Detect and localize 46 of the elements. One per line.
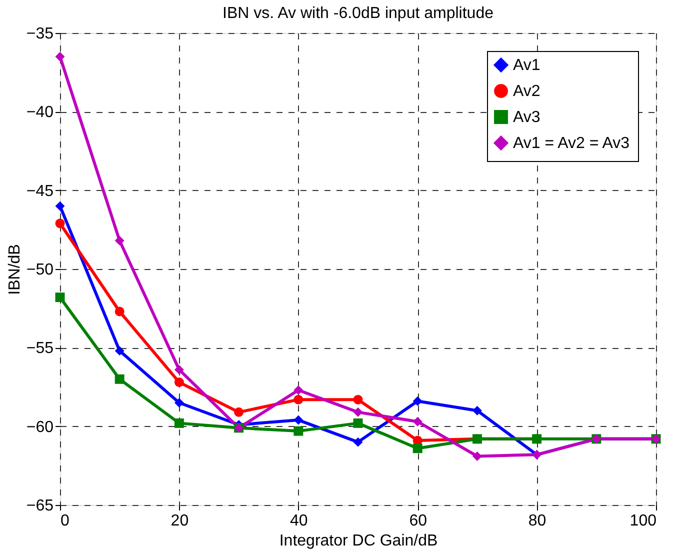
point bbox=[294, 385, 304, 395]
point bbox=[174, 364, 184, 374]
y-tick-label: −45 bbox=[26, 182, 54, 200]
point bbox=[55, 52, 65, 62]
x-tick-label: 20 bbox=[170, 512, 189, 530]
point bbox=[472, 451, 482, 461]
legend-label: Av2 bbox=[513, 83, 540, 100]
point bbox=[353, 407, 363, 417]
x-tick-label: 0 bbox=[60, 512, 70, 530]
chart-title: IBN vs. Av with -6.0dB input amplitude bbox=[222, 5, 494, 22]
point bbox=[353, 394, 363, 404]
x-axis-title: Integrator DC Gain/dB bbox=[279, 532, 438, 550]
y-axis-title: IBN/dB bbox=[6, 244, 24, 295]
point bbox=[114, 306, 124, 316]
point bbox=[55, 292, 65, 302]
legend-label: Av3 bbox=[513, 109, 540, 126]
point bbox=[114, 374, 124, 384]
y-tick-label: −55 bbox=[26, 340, 54, 358]
point bbox=[412, 444, 422, 454]
legend-label: Av1 = Av2 = Av3 bbox=[513, 135, 630, 152]
x-tick-label: 60 bbox=[409, 512, 428, 530]
point bbox=[294, 394, 304, 404]
point bbox=[55, 218, 65, 228]
legend-label: Av1 bbox=[513, 57, 540, 74]
point bbox=[174, 378, 184, 388]
y-tick-label: −35 bbox=[26, 26, 54, 42]
point bbox=[174, 418, 184, 428]
point bbox=[234, 407, 244, 417]
point bbox=[412, 396, 422, 406]
y-tick-label: −50 bbox=[26, 262, 54, 278]
point bbox=[472, 406, 482, 416]
y-tick-label: −65 bbox=[26, 498, 54, 514]
point bbox=[353, 418, 363, 428]
point bbox=[114, 236, 124, 246]
x-tick-label: 40 bbox=[290, 512, 308, 530]
x-tick-label: 80 bbox=[528, 512, 546, 530]
point bbox=[294, 426, 304, 436]
point bbox=[55, 201, 65, 211]
point bbox=[294, 415, 304, 425]
point bbox=[174, 398, 184, 408]
x-tick-label: 100 bbox=[630, 512, 657, 530]
y-tick-label: −60 bbox=[26, 418, 54, 436]
y-tick-label: −40 bbox=[26, 104, 54, 122]
point bbox=[412, 416, 422, 426]
point bbox=[353, 437, 363, 447]
point bbox=[114, 346, 124, 356]
